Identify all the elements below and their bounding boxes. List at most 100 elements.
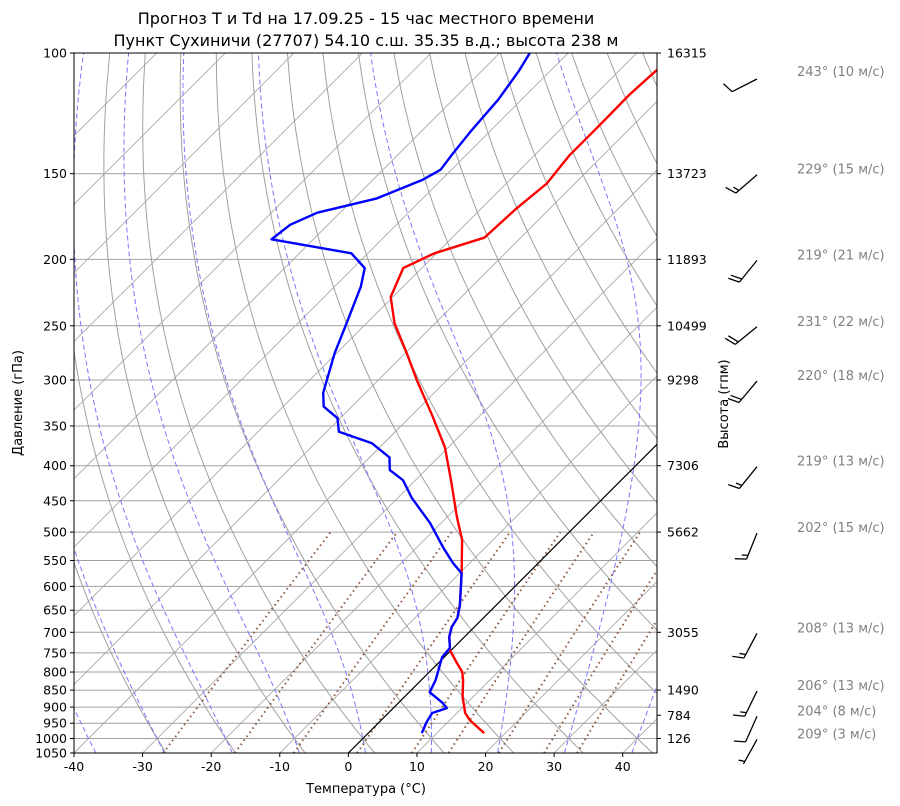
y-tick-label: 1000 [35,731,67,746]
isotherm-line [74,53,432,411]
height-label: 10499 [667,318,707,333]
dry-adiabat [74,53,236,753]
dry-adiabat [179,53,445,753]
y-tick-label: 750 [43,645,67,660]
wind-barb [732,632,758,659]
moist-adiabat [123,53,300,753]
height-label: 784 [667,708,691,723]
dry-adiabat [464,53,657,440]
x-tick-label: 40 [615,759,631,774]
y-tick-label: 600 [43,579,67,594]
mixing-ratio-line [576,618,657,753]
wind-barb [733,716,758,743]
wind-barb [738,739,758,765]
x-tick-label: 30 [546,759,562,774]
isotherm-line [74,169,657,753]
wind-label: 231° (22 м/с) [797,315,885,330]
wind-label: 206° (13 м/с) [797,679,885,694]
x-tick-label: 20 [478,759,494,774]
wind-label: 220° (18 м/с) [797,369,885,384]
height-label: 13723 [667,166,707,181]
y-tick-label: 1050 [35,746,67,761]
y-tick-label: 950 [43,716,67,731]
isotherm-line [74,100,657,685]
wind-barb [733,690,758,717]
dry-adiabat [142,53,376,753]
y2-axis-label: Высота (гпм) [717,359,732,448]
dry-adiabat [103,53,306,753]
x-tick-label: -30 [132,759,152,774]
y-tick-label: 850 [43,683,67,698]
wind-barb [727,380,758,404]
y-tick-label: 550 [43,553,67,568]
isotherm-line [74,53,226,205]
dry-adiabat [286,53,654,753]
y-tick-label: 400 [43,458,67,473]
temperature-line [389,68,657,734]
background-lines [74,53,900,753]
height-label: 1490 [667,683,699,698]
isotherm-line [74,53,638,617]
isotherm-line [142,238,657,753]
isotherm-line [210,306,657,753]
wind-label: 204° (8 м/с) [797,704,876,719]
wind-label: 202° (15 м/с) [797,521,885,536]
isotherm-line [416,512,657,753]
wind-barb [734,532,758,560]
mixing-ratio-line [497,531,641,753]
y-tick-label: 500 [43,525,67,540]
x-tick-label: 10 [409,759,425,774]
mixing-ratio-line [356,531,511,753]
y-tick-label: 700 [43,625,67,640]
y-tick-label: 300 [43,373,67,388]
isotherm-line [74,53,363,343]
height-label: 7306 [667,458,699,473]
moist-adiabat [631,684,657,753]
wind-barb [728,259,758,283]
dry-adiabat [714,53,900,753]
mixing-ratio-line [543,568,657,753]
moist-adiabat [370,53,515,753]
dry-adiabat [820,53,900,753]
height-label: 11893 [667,252,707,267]
mixing-ratio-line [292,531,453,753]
dry-adiabat [322,53,657,695]
plot-frame [73,52,658,754]
dry-adiabat [678,53,900,753]
y-tick-label: 250 [43,318,67,333]
dry-adiabat [251,53,584,753]
wind-barb [728,466,758,490]
y-tick-label: 150 [43,166,67,181]
y-tick-label: 350 [43,418,67,433]
wind-label: 209° (3 м/с) [797,727,876,742]
wind-label: 219° (13 м/с) [797,455,885,470]
dry-adiabat [571,53,657,238]
y-tick-label: 900 [43,700,67,715]
dry-adiabat [856,53,900,753]
isotherm-line [622,718,657,753]
isotherm-line [485,580,657,753]
dry-adiabat [606,53,657,165]
wind-label: 208° (13 м/с) [797,621,885,636]
height-label: 126 [667,731,691,746]
profiles [270,53,657,734]
y-tick-label: 200 [43,252,67,267]
dewpoint-line [270,53,531,734]
x-tick-label: -10 [270,759,290,774]
mixing-ratio-line [411,531,562,753]
y-tick-label: 450 [43,493,67,508]
moist-adiabat [258,53,432,753]
zero-isotherm [347,443,657,753]
dry-adiabat [749,53,900,753]
wind-label: 243° (10 м/с) [797,65,885,80]
height-label: 5662 [667,525,699,540]
dry-adiabat [642,53,657,88]
isotherm-line [74,53,295,274]
wind-label: 229° (15 м/с) [797,163,885,178]
wind-label: 219° (21 м/с) [797,248,885,263]
wind-barb [723,78,758,93]
wind-barb [725,174,758,194]
y-axis-label: Давление (гПа) [11,350,26,456]
axes: -40 -30 -20 -10 0 10 20 30 40 100 150 200 250 300 350 4… [35,46,707,775]
x-axis-label: Температура (°C) [305,782,426,797]
